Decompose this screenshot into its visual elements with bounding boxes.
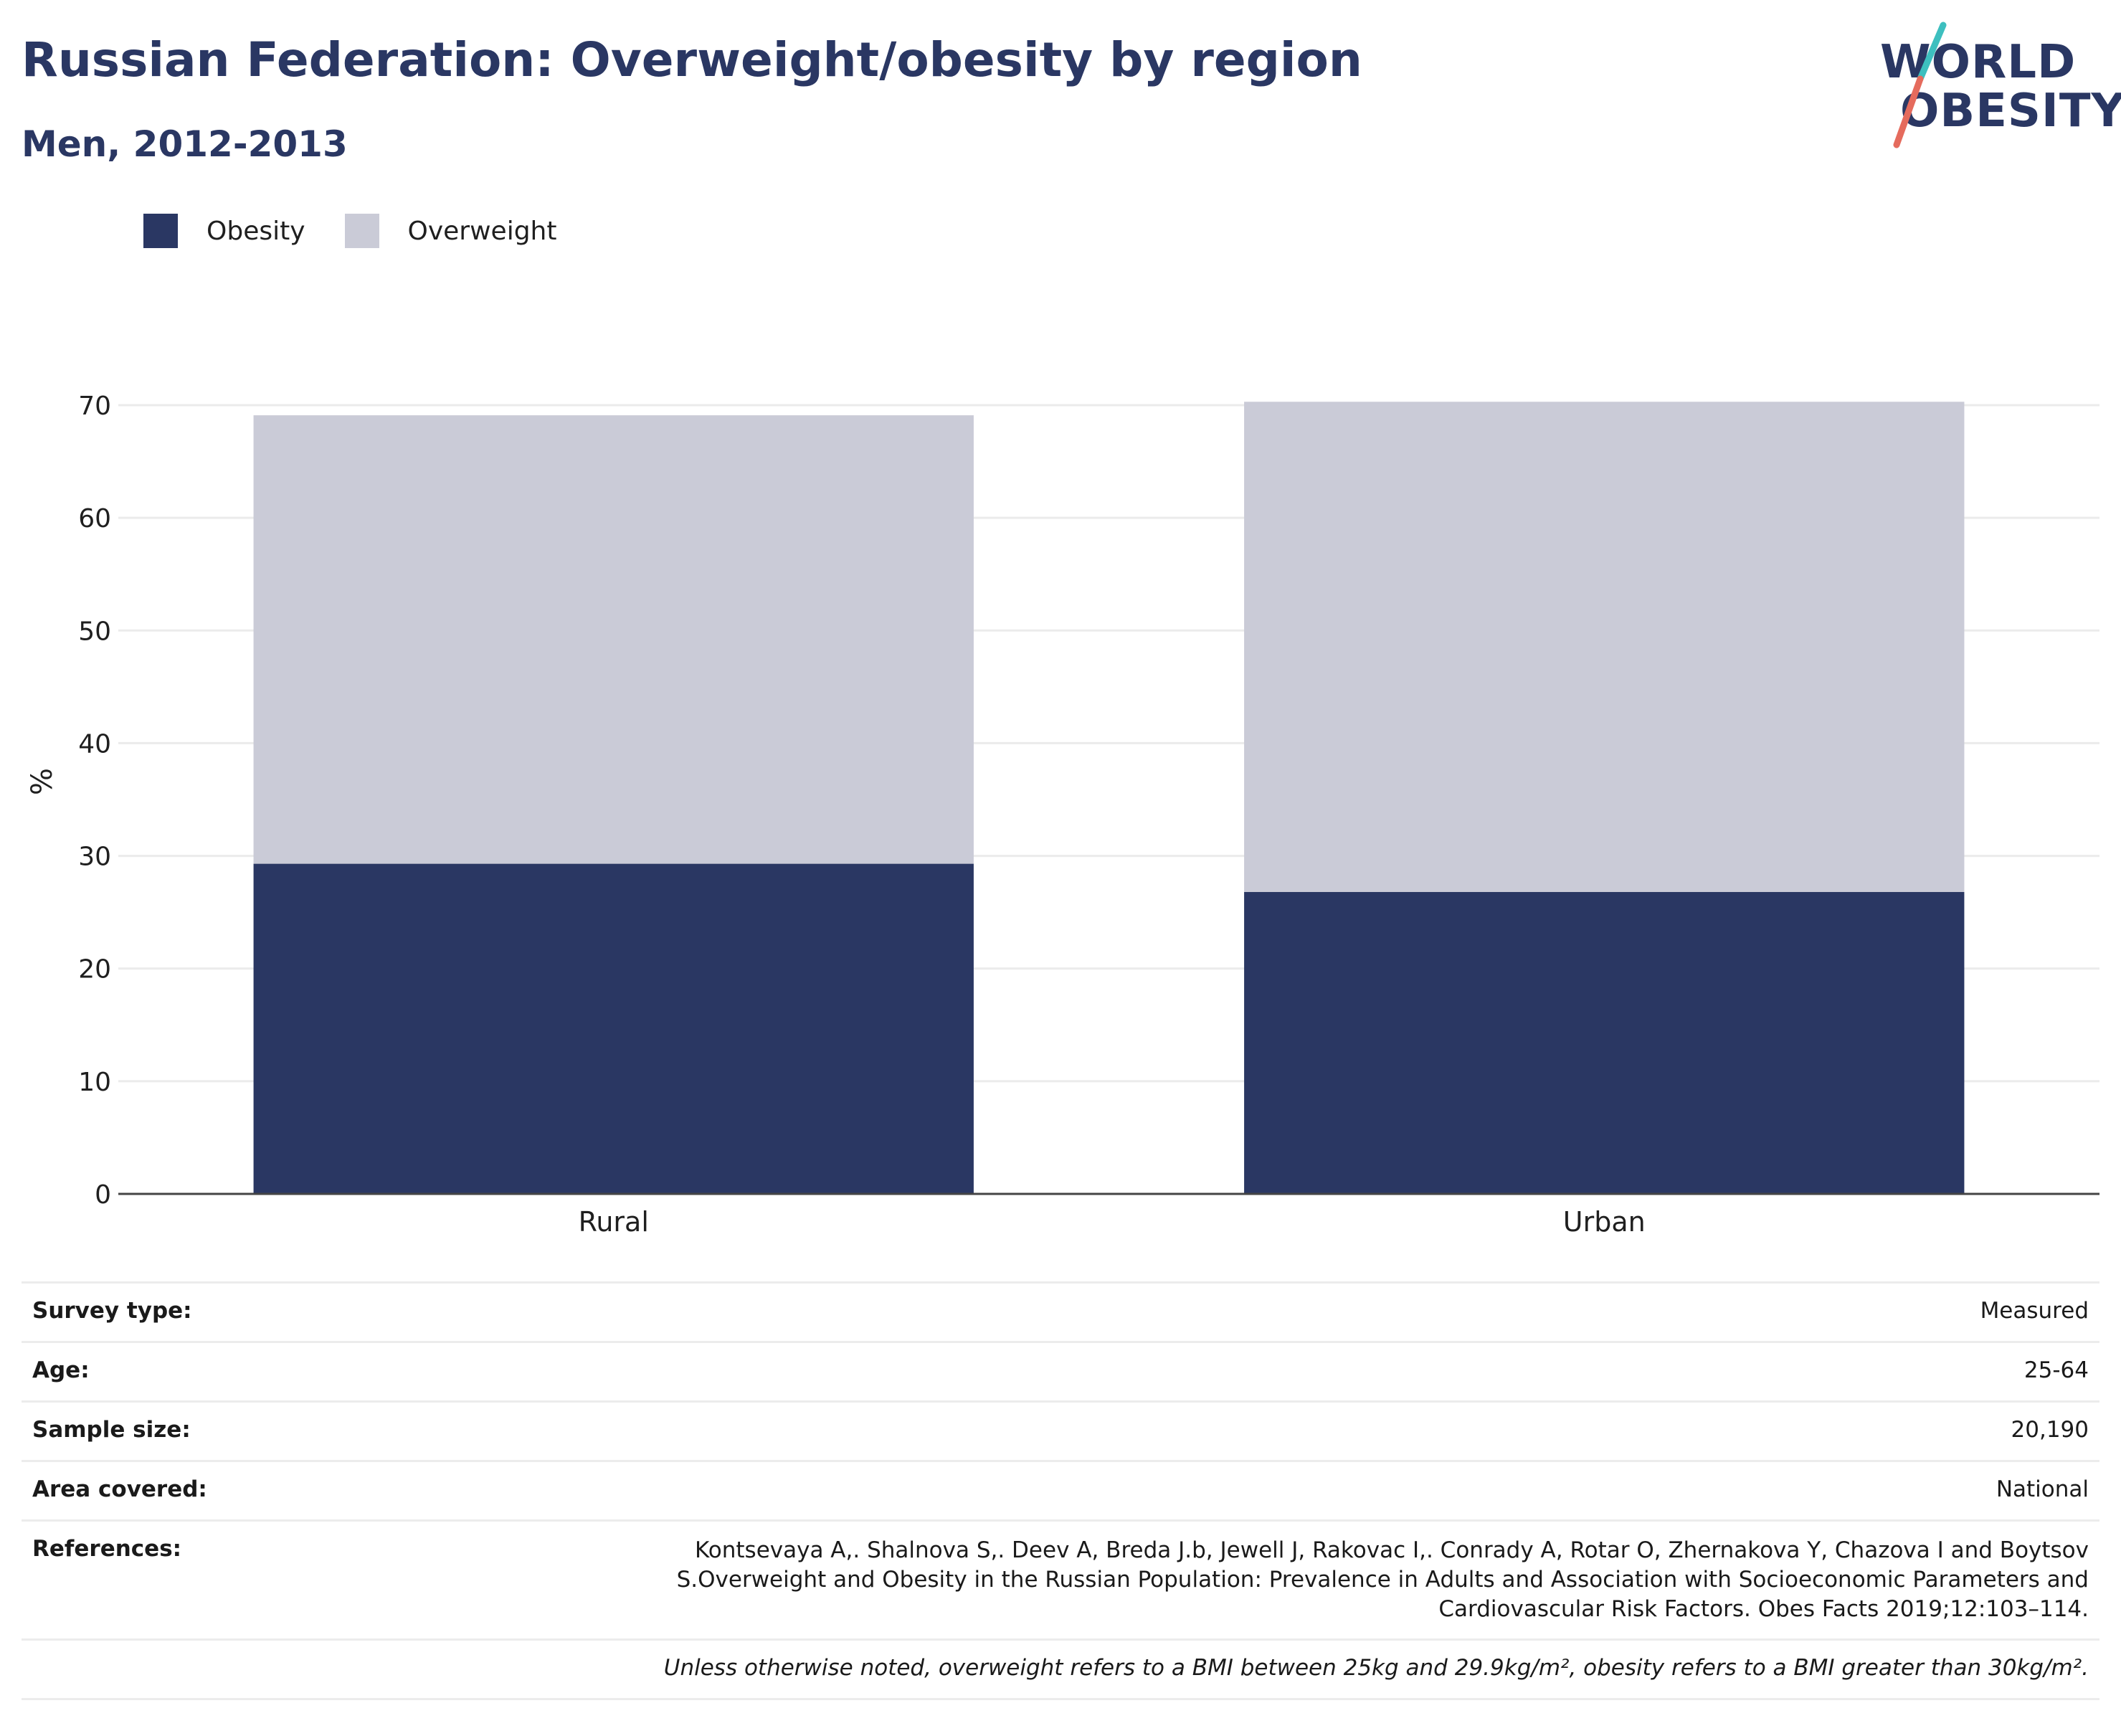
legend-label-obesity: Obesity xyxy=(207,216,305,246)
legend-swatch-overweight xyxy=(344,214,379,248)
meta-row-area-covered: Area covered: National xyxy=(22,1462,2099,1522)
logo-slash-icon xyxy=(1893,22,1947,148)
y-tick-label: 20 xyxy=(78,955,111,985)
meta-value-age: 25-64 xyxy=(2023,1357,2089,1383)
x-tick-label: Urban xyxy=(1563,1206,1646,1238)
x-tick-label: Rural xyxy=(579,1206,649,1238)
meta-label-area-covered: Area covered: xyxy=(32,1476,207,1502)
legend-item-overweight[interactable]: Overweight xyxy=(344,214,557,248)
chart-subtitle: Men, 2012-2013 xyxy=(22,123,348,165)
meta-value-references: Kontsevaya A,. Shalnova S,. Deev A, Bred… xyxy=(676,1537,2089,1622)
meta-value-survey-type: Measured xyxy=(1980,1298,2089,1324)
stacked-bar-chart: 0 10 20 30 40 50 60 70 Rural Urban % xyxy=(26,392,2099,1238)
meta-value-sample-size: 20,190 xyxy=(2011,1417,2089,1443)
y-tick-label: 30 xyxy=(78,843,111,872)
bar-obesity-urban[interactable] xyxy=(1244,891,1965,1194)
meta-label-references: References: xyxy=(32,1536,182,1562)
meta-row-sample-size: Sample size: 20,190 xyxy=(22,1403,2099,1462)
survey-metadata-table: Survey type: Measured Age: 25-64 Sample … xyxy=(22,1281,2099,1700)
y-tick-label: 0 xyxy=(95,1180,111,1210)
chart-title: Russian Federation: Overweight/obesity b… xyxy=(22,32,1362,87)
y-tick-label: 70 xyxy=(78,392,111,421)
legend: Obesity Overweight xyxy=(143,214,596,248)
y-tick-label: 10 xyxy=(78,1068,111,1097)
meta-row-survey-type: Survey type: Measured xyxy=(22,1284,2099,1343)
y-tick-label: 50 xyxy=(78,617,111,646)
y-tick-label: 60 xyxy=(78,504,111,533)
meta-label-survey-type: Survey type: xyxy=(32,1298,192,1324)
meta-row-age: Age: 25-64 xyxy=(22,1343,2099,1403)
bar-obesity-rural[interactable] xyxy=(253,863,974,1194)
meta-row-references: References: Kontsevaya A,. Shalnova S,. … xyxy=(22,1522,2099,1641)
legend-label-overweight: Overweight xyxy=(407,216,557,246)
bar-overweight-rural[interactable] xyxy=(253,415,974,864)
logo-line1: WORLD xyxy=(1880,36,2077,89)
meta-value-area-covered: National xyxy=(1996,1476,2089,1502)
legend-swatch-obesity xyxy=(143,214,178,248)
y-tick-label: 40 xyxy=(78,729,111,759)
meta-label-age: Age: xyxy=(32,1357,90,1383)
meta-row-bmi-note: Unless otherwise noted, overweight refer… xyxy=(22,1641,2099,1700)
meta-label-sample-size: Sample size: xyxy=(32,1417,191,1443)
logo-line2: OBESITY xyxy=(1900,85,2121,138)
bar-overweight-urban[interactable] xyxy=(1244,402,1965,892)
y-axis-label: % xyxy=(26,768,59,795)
legend-item-obesity[interactable]: Obesity xyxy=(143,214,305,248)
bmi-definition-note: Unless otherwise noted, overweight refer… xyxy=(663,1655,2089,1681)
world-obesity-logo: WORLD OBESITY xyxy=(1864,22,2121,151)
